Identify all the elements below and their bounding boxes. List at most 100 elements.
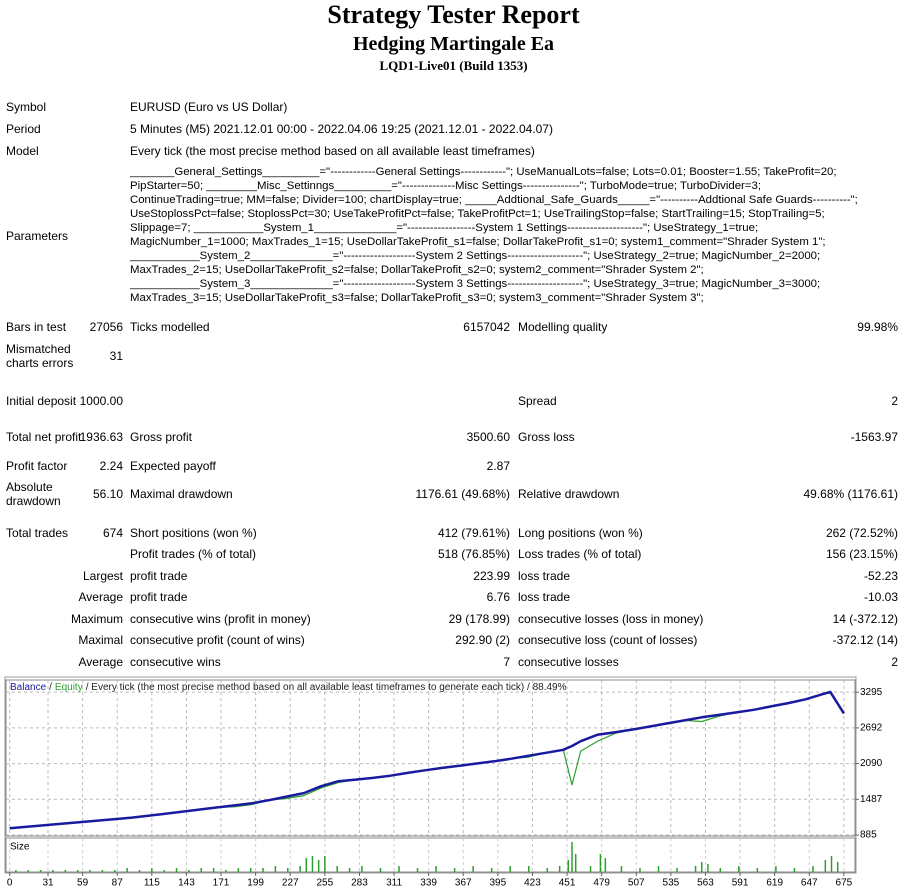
- info-value: EURUSD (Euro vs US Dollar): [130, 100, 288, 114]
- size-bar: [311, 856, 314, 872]
- size-bar: [701, 862, 703, 872]
- stat-value: 31: [109, 349, 123, 363]
- size-bar: [361, 866, 363, 872]
- stat-prefix: Average: [78, 655, 123, 669]
- size-bar: [274, 866, 277, 872]
- stat-value: 1000.00: [79, 394, 123, 408]
- size-bar: [225, 870, 227, 872]
- stat-label: consecutive losses (loss in money): [518, 612, 704, 626]
- stat-prefix: Maximal: [78, 633, 123, 647]
- x-tick-label: 535: [663, 878, 680, 889]
- x-tick-label: 675: [836, 878, 853, 889]
- stat-label: consecutive profit (count of wins): [130, 633, 305, 647]
- stat-label: consecutive losses: [518, 655, 619, 669]
- size-bar: [824, 860, 827, 872]
- size-bar: [151, 868, 153, 872]
- stat-value: 3500.60: [466, 430, 510, 444]
- stat-label: Modelling quality: [518, 320, 608, 334]
- x-tick-label: 507: [628, 878, 645, 889]
- size-bar: [200, 868, 203, 872]
- size-bar: [490, 868, 493, 872]
- size-bar: [188, 870, 190, 872]
- stat-value: 2.87: [486, 459, 510, 473]
- size-bar: [287, 868, 289, 872]
- stat-label: Long positions (won %): [518, 526, 643, 540]
- size-bar: [830, 856, 833, 872]
- y-tick-label: 2090: [860, 758, 883, 769]
- size-bar: [527, 866, 530, 872]
- size-bar: [336, 866, 338, 872]
- x-tick-label: 87: [112, 878, 124, 889]
- size-bar: [39, 870, 42, 872]
- size-bar: [589, 866, 592, 872]
- size-bar: [64, 870, 67, 872]
- x-tick-label: 0: [7, 878, 13, 889]
- x-tick-label: 479: [593, 878, 610, 889]
- size-bar: [657, 866, 660, 872]
- legend-separator: /: [49, 682, 52, 693]
- stat-value: 156 (23.15%): [825, 547, 898, 561]
- size-bar: [262, 868, 264, 872]
- stat-value: 2: [891, 394, 898, 408]
- x-tick-label: 171: [213, 878, 230, 889]
- report-build: LQD1-Live01 (Build 1353): [379, 58, 528, 73]
- size-bar: [604, 858, 607, 872]
- size-bar: [719, 868, 722, 872]
- size-bar: [571, 842, 573, 872]
- size-bar: [472, 866, 474, 872]
- size-panel: [5, 837, 856, 873]
- stat-label: loss trade: [518, 569, 571, 583]
- x-tick-label: 395: [490, 878, 507, 889]
- size-bar: [237, 868, 240, 872]
- stat-value: 14 (-372.12): [832, 612, 898, 626]
- size-bar: [620, 866, 623, 872]
- info-value: Every tick (the most precise method base…: [130, 144, 535, 158]
- parameter-line: Slippage=7; ___________System_1_________…: [130, 222, 759, 234]
- x-tick-label: 227: [282, 878, 299, 889]
- x-tick-label: 199: [247, 878, 264, 889]
- stat-label: Maximal drawdown: [130, 487, 233, 501]
- size-bar: [416, 868, 419, 872]
- stat-label: Loss trades (% of total): [518, 547, 642, 561]
- parameter-line: ___________System_2_____________="------…: [130, 250, 821, 262]
- stat-value: 6157042: [463, 320, 510, 334]
- stat-label: consecutive loss (count of losses): [518, 633, 698, 647]
- size-bar: [812, 866, 814, 872]
- legend-entry: Equity: [55, 682, 83, 693]
- x-tick-label: 31: [42, 878, 54, 889]
- stat-label: Absolute drawdown: [6, 480, 61, 508]
- stat-value: 27056: [89, 320, 123, 334]
- y-tick-label: 885: [860, 830, 877, 841]
- info-label: Model: [6, 144, 39, 158]
- parameter-line: PipStarter=50; ________Misc_Settinngs___…: [130, 180, 761, 192]
- stat-value: -372.12 (14): [832, 633, 898, 647]
- x-tick-label: 115: [144, 878, 160, 889]
- stat-label: Spread: [518, 394, 557, 408]
- stat-label: profit trade: [130, 569, 188, 583]
- legend-note: / Every tick (the most precise method ba…: [86, 682, 567, 693]
- stat-prefix: Average: [78, 590, 123, 604]
- size-bar: [101, 870, 104, 872]
- size-bar: [756, 868, 759, 872]
- stat-label: Ticks modelled: [130, 320, 210, 334]
- size-bar: [175, 868, 178, 872]
- size-bar: [138, 870, 141, 872]
- size-bar: [574, 854, 577, 872]
- info-label: Period: [6, 122, 41, 136]
- size-bar: [114, 870, 116, 872]
- stat-value: 412 (79.61%): [437, 526, 510, 540]
- size-bar: [89, 870, 91, 872]
- size-bar: [324, 856, 326, 872]
- stat-label: Profit factor: [6, 459, 68, 473]
- x-tick-label: 367: [455, 878, 472, 889]
- x-tick-label: 283: [351, 878, 368, 889]
- size-bar: [775, 866, 777, 872]
- parameter-line: UseStoplossPct=false; StoplossPct=30; Us…: [130, 208, 825, 220]
- x-tick-label: 255: [316, 878, 333, 889]
- report-subtitle: Hedging Martingale Ea: [352, 33, 555, 55]
- size-bar: [305, 858, 308, 872]
- info-label: Symbol: [6, 100, 47, 114]
- stat-value: 518 (76.85%): [437, 547, 510, 561]
